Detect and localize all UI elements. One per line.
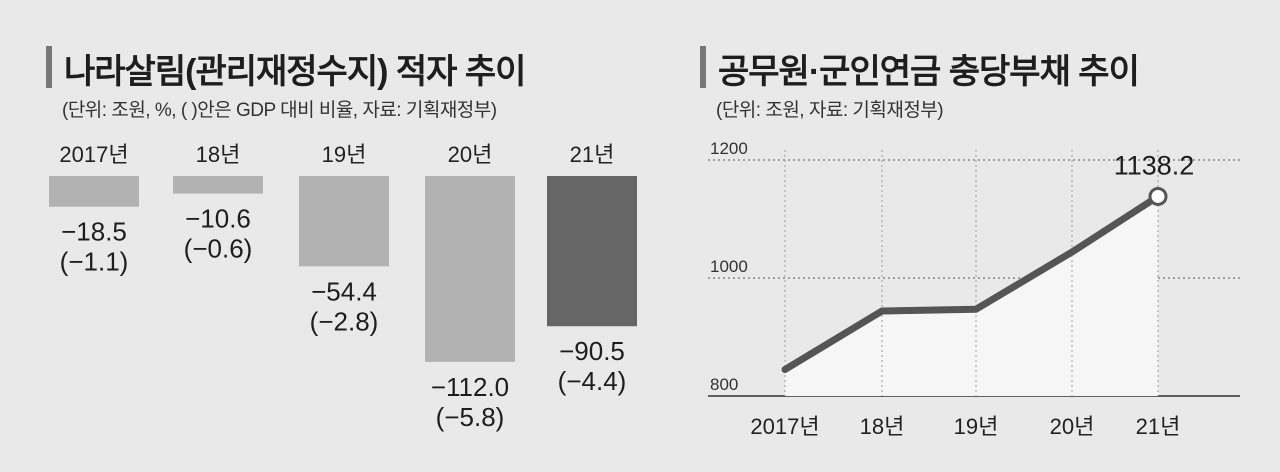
- x-category-label: 21년: [1136, 414, 1181, 439]
- bar-ratio-label: (−2.8): [310, 306, 379, 336]
- highlight-value-label: 1138.2: [1114, 150, 1195, 180]
- deficit-bar: [49, 176, 139, 207]
- left-title: 나라살림(관리재정수지) 적자 추이: [64, 53, 526, 91]
- left-title-bar: [46, 46, 52, 88]
- right-title: 공무원·군인연금 충당부채 추이: [718, 53, 1140, 91]
- pension-panel: 공무원·군인연금 충당부채 추이 (단위: 조원, 자료: 기획재정부) 120…: [680, 0, 1280, 472]
- right-title-bar: [700, 46, 706, 88]
- x-category-label: 2017년: [750, 414, 819, 439]
- bar-category-label: 21년: [570, 142, 615, 167]
- bar-value-label: −112.0: [431, 372, 509, 402]
- deficit-bar: [425, 176, 515, 362]
- bar-ratio-label: (−5.8): [436, 402, 505, 432]
- right-unit-note: (단위: 조원, 자료: 기획재정부): [716, 100, 944, 121]
- y-tick-label: 1000: [710, 257, 748, 276]
- deficit-panel: 나라살림(관리재정수지) 적자 추이 (단위: 조원, %, ( )안은 GDP…: [46, 46, 637, 432]
- area-fill: [785, 196, 1158, 396]
- bar-value-label: −90.5: [559, 336, 625, 366]
- x-category-label: 20년: [1050, 414, 1095, 439]
- pension-series-line: [781, 192, 1162, 373]
- bar-ratio-label: (−1.1): [60, 247, 129, 277]
- bar-value-label: −10.6: [185, 204, 251, 234]
- deficit-bar: [173, 176, 263, 194]
- bar-value-label: −18.5: [61, 217, 127, 247]
- x-category-label: 18년: [860, 414, 905, 439]
- bar-value-label: −54.4: [311, 276, 377, 306]
- highlight-point: [1148, 186, 1168, 206]
- pension-line-chart: 1200 1000 800 1138.2 2017년 18년 19년 20년 21년: [708, 139, 1240, 439]
- y-tick-label: 1200: [710, 139, 748, 158]
- bar-ratio-label: (−4.4): [558, 366, 627, 396]
- bar-category-label: 19년: [322, 142, 367, 167]
- bar-category-label: 2017년: [59, 142, 128, 167]
- y-tick-label: 800: [710, 375, 738, 394]
- x-category-label: 19년: [954, 414, 999, 439]
- deficit-bar: [547, 176, 637, 327]
- bar-category-label: 20년: [448, 142, 493, 167]
- deficit-bar-chart: 2017년−18.5(−1.1)18년−10.6(−0.6)19년−54.4(−…: [49, 142, 637, 432]
- bar-category-label: 18년: [196, 142, 241, 167]
- deficit-bar: [299, 176, 389, 267]
- left-unit-note: (단위: 조원, %, ( )안은 GDP 대비 비율, 자료: 기획재정부): [62, 100, 497, 121]
- bar-ratio-label: (−0.6): [184, 234, 253, 264]
